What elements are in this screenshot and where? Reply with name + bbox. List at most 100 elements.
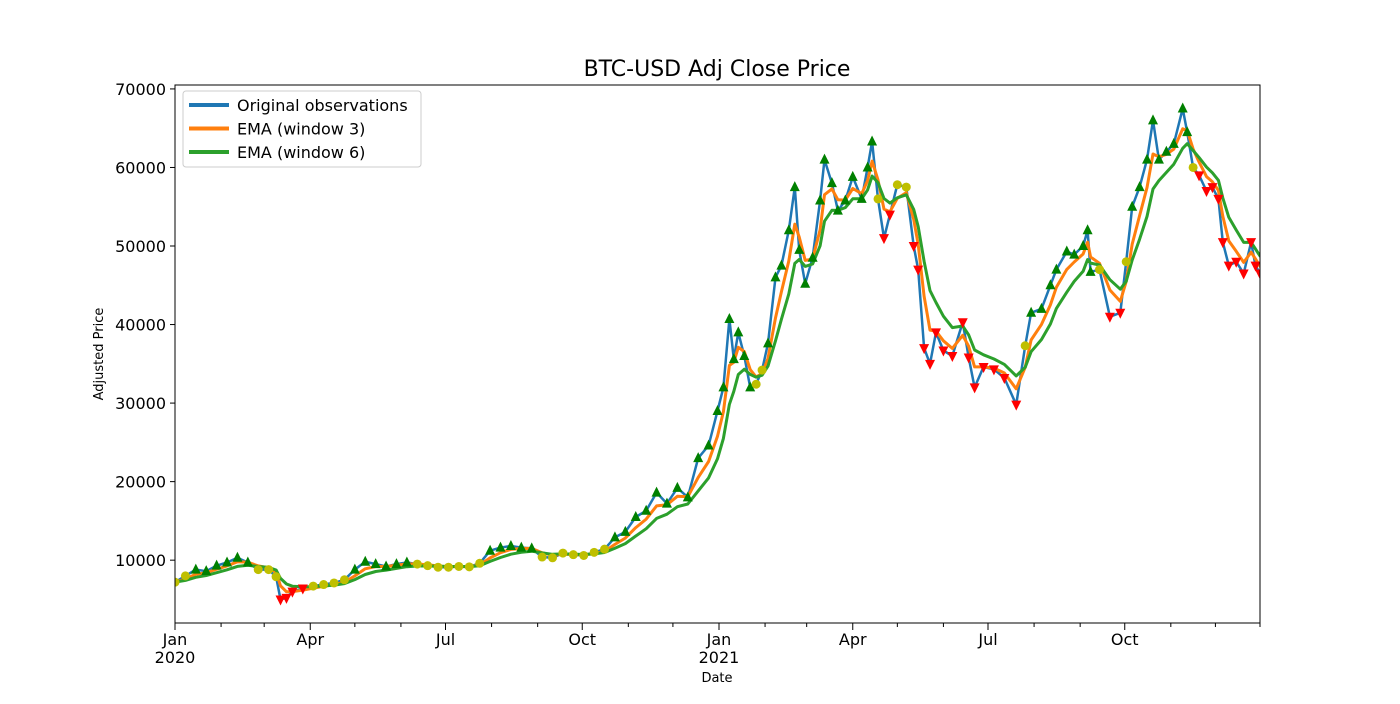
- y-tick-label: 50000: [115, 237, 166, 256]
- marker-up: [1082, 224, 1093, 235]
- marker-neutral: [873, 194, 883, 204]
- marker-neutral: [1020, 341, 1030, 351]
- y-tick-label: 20000: [115, 473, 166, 492]
- marker-up: [745, 381, 756, 392]
- marker-up: [1045, 279, 1056, 290]
- marker-down: [913, 265, 924, 276]
- marker-neutral: [339, 575, 349, 585]
- marker-up: [381, 560, 392, 571]
- x-tick-label: Jul: [977, 630, 997, 649]
- marker-down: [1201, 187, 1212, 198]
- marker-up: [763, 337, 774, 348]
- marker-up: [783, 224, 794, 235]
- marker-down: [925, 359, 936, 370]
- marker-up: [201, 565, 212, 576]
- legend: Original observations EMA (window 3) EMA (…: [182, 90, 422, 168]
- marker-up: [862, 161, 873, 172]
- marker-up: [776, 259, 787, 270]
- marker-up: [1051, 263, 1062, 274]
- marker-up: [211, 559, 222, 570]
- x-tick-label: Oct: [1111, 630, 1139, 649]
- series-group: [175, 102, 1260, 606]
- marker-up: [485, 544, 496, 555]
- marker-up: [789, 181, 800, 192]
- marker-up: [232, 551, 243, 562]
- axis-ticks: 10000200003000040000500006000070000Jan20…: [115, 80, 1261, 667]
- marker-down: [1104, 312, 1115, 323]
- marker-up: [819, 153, 830, 164]
- marker-up: [641, 504, 652, 515]
- marker-down: [999, 373, 1010, 384]
- marker-up: [807, 251, 818, 262]
- marker-neutral: [892, 180, 902, 190]
- marker-down: [957, 318, 968, 329]
- marker-up: [401, 556, 412, 567]
- marker-up: [728, 353, 739, 364]
- marker-down: [281, 593, 292, 604]
- chart-title: BTC-USD Adj Close Price: [584, 57, 851, 82]
- marker-up: [620, 525, 631, 536]
- marker-neutral: [589, 547, 599, 557]
- marker-up: [242, 556, 253, 567]
- marker-up: [840, 194, 851, 205]
- x-tick-label: Jan: [162, 630, 188, 649]
- marker-down: [1231, 257, 1242, 268]
- marker-neutral: [1094, 265, 1104, 275]
- marker-down: [275, 595, 286, 606]
- marker-down: [1213, 194, 1224, 205]
- x-tick-year-label: 2021: [699, 648, 740, 667]
- legend-label: EMA (window 6): [237, 143, 365, 162]
- marker-neutral: [308, 581, 318, 591]
- x-tick-label: Apr: [839, 630, 867, 649]
- marker-up: [800, 277, 811, 288]
- marker-up: [712, 404, 723, 415]
- marker-down: [287, 587, 298, 598]
- marker-up: [391, 558, 402, 569]
- marker-up: [826, 177, 837, 188]
- marker-down: [1255, 269, 1260, 280]
- marker-neutral: [253, 565, 263, 575]
- marker-down: [908, 242, 919, 253]
- marker-up: [815, 194, 826, 205]
- marker-up: [847, 170, 858, 181]
- marker-neutral: [423, 561, 433, 571]
- marker-down: [1250, 261, 1260, 272]
- marker-up: [1134, 181, 1145, 192]
- marker-up: [1036, 302, 1047, 313]
- marker-neutral: [600, 544, 610, 554]
- y-tick-label: 40000: [115, 316, 166, 335]
- marker-down: [297, 584, 308, 595]
- marker-neutral: [1188, 162, 1198, 172]
- marker-up: [1147, 114, 1158, 125]
- marker-up: [370, 558, 381, 569]
- x-tick-label: Apr: [296, 630, 324, 649]
- marker-neutral: [412, 559, 422, 569]
- marker-neutral: [180, 571, 190, 581]
- marker-neutral: [443, 562, 453, 572]
- marker-up: [609, 531, 620, 542]
- marker-neutral: [901, 182, 911, 192]
- marker-down: [963, 353, 974, 364]
- marker-up: [739, 349, 750, 360]
- y-tick-label: 10000: [115, 551, 166, 570]
- marker-neutral: [175, 577, 180, 587]
- marker-up: [1153, 153, 1164, 164]
- marker-up: [661, 497, 672, 508]
- marker-neutral: [329, 578, 339, 588]
- marker-down: [1207, 183, 1218, 194]
- x-axis-label: Date: [701, 671, 732, 686]
- y-axis-label: Adjusted Price: [92, 308, 107, 401]
- marker-up: [1182, 126, 1193, 137]
- marker-up: [1026, 306, 1037, 317]
- marker-up: [1127, 200, 1138, 211]
- x-tick-label: Jan: [706, 630, 732, 649]
- marker-up: [682, 491, 693, 502]
- marker-up: [1061, 245, 1072, 256]
- plot-area: [174, 84, 1261, 624]
- marker-up: [630, 510, 641, 521]
- marker-neutral: [558, 548, 568, 558]
- marker-up: [190, 563, 201, 574]
- marker-up: [1085, 265, 1096, 276]
- marker-up: [867, 135, 878, 146]
